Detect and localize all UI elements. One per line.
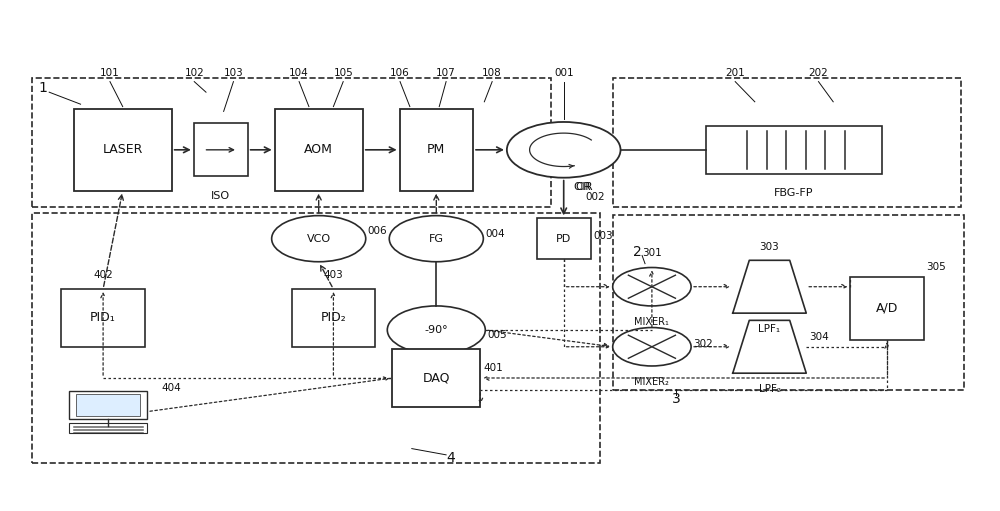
Bar [613, 78, 961, 207]
Text: FBG-FP: FBG-FP [774, 188, 814, 198]
Text: 003: 003 [593, 231, 613, 241]
Text: MIXER₂: MIXER₂ [634, 377, 669, 386]
Bar [76, 393, 140, 416]
Text: 2: 2 [633, 245, 642, 259]
Circle shape [507, 122, 621, 178]
Text: 301: 301 [642, 248, 662, 258]
Text: PID₂: PID₂ [321, 311, 346, 324]
Text: CIR: CIR [574, 181, 591, 192]
Circle shape [387, 306, 485, 354]
Text: CIR: CIR [575, 182, 593, 193]
Text: 403: 403 [324, 270, 343, 281]
Bar [74, 109, 172, 191]
Polygon shape [733, 320, 806, 373]
Text: FG: FG [429, 234, 444, 244]
Bar [850, 277, 924, 339]
Bar [32, 78, 551, 207]
Text: 304: 304 [809, 332, 828, 342]
Text: MIXER₁: MIXER₁ [634, 316, 669, 327]
Text: PD: PD [556, 234, 571, 244]
Text: 002: 002 [585, 192, 605, 202]
Text: LASER: LASER [103, 143, 143, 156]
Circle shape [613, 328, 691, 366]
Circle shape [272, 216, 366, 262]
Text: 303: 303 [760, 242, 779, 251]
Text: 004: 004 [485, 229, 505, 239]
Text: ISO: ISO [211, 191, 230, 201]
Bar [706, 126, 882, 174]
Circle shape [389, 216, 483, 262]
Circle shape [613, 268, 691, 306]
Text: -90°: -90° [424, 325, 448, 335]
Text: 001: 001 [554, 68, 574, 78]
Text: 401: 401 [483, 363, 503, 374]
Bar [292, 289, 375, 347]
Text: 103: 103 [224, 68, 243, 78]
Polygon shape [733, 260, 806, 313]
Text: PM: PM [427, 143, 445, 156]
Bar [61, 289, 145, 347]
Text: 202: 202 [809, 68, 828, 78]
Bar [537, 218, 591, 259]
Text: PID₁: PID₁ [90, 311, 116, 324]
Bar [69, 391, 147, 419]
Text: 105: 105 [333, 68, 353, 78]
Text: 102: 102 [184, 68, 204, 78]
Bar [194, 124, 248, 176]
Text: DAQ: DAQ [423, 371, 450, 384]
Text: 305: 305 [926, 262, 946, 272]
Text: 108: 108 [482, 68, 502, 78]
Text: 3: 3 [672, 391, 681, 406]
Text: LPF₁: LPF₁ [758, 323, 781, 334]
Text: 404: 404 [162, 383, 182, 392]
Text: 006: 006 [368, 226, 387, 237]
Bar [32, 213, 600, 463]
Text: 1: 1 [39, 81, 48, 96]
Text: 106: 106 [390, 68, 410, 78]
Bar [392, 349, 480, 407]
Bar [613, 215, 964, 390]
Text: 4: 4 [447, 451, 455, 465]
Bar [400, 109, 473, 191]
Text: 101: 101 [100, 68, 120, 78]
Text: VCO: VCO [307, 234, 331, 244]
Text: LPF₂: LPF₂ [759, 384, 780, 394]
Text: A/D: A/D [876, 302, 898, 315]
Text: 104: 104 [289, 68, 309, 78]
Text: AOM: AOM [304, 143, 333, 156]
Bar [69, 423, 147, 433]
Text: 402: 402 [93, 270, 113, 281]
Text: 005: 005 [487, 330, 507, 340]
Text: 107: 107 [436, 68, 456, 78]
Text: 302: 302 [693, 339, 713, 350]
Text: 201: 201 [725, 68, 745, 78]
Bar [275, 109, 363, 191]
